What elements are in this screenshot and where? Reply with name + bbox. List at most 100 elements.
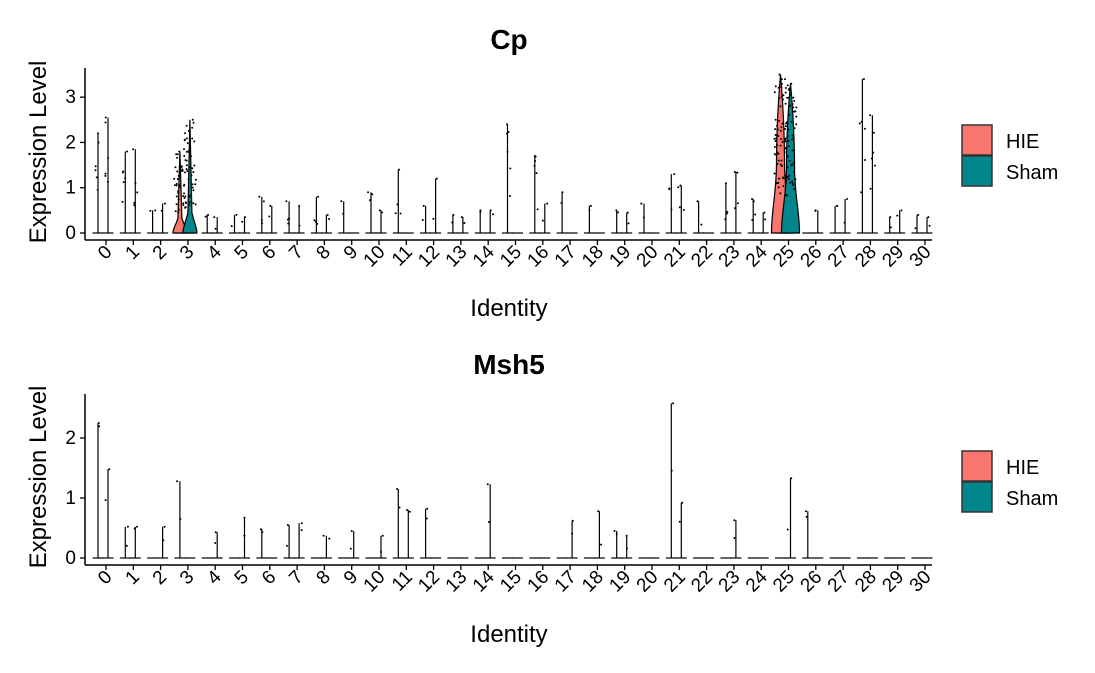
x-tick-label: 6 <box>258 242 280 264</box>
data-point <box>778 96 781 99</box>
data-point <box>777 152 780 155</box>
data-point <box>776 162 779 165</box>
x-tick-label: 12 <box>414 567 444 597</box>
x-tick-label: 13 <box>442 567 472 597</box>
data-point <box>836 204 839 207</box>
data-point <box>262 200 265 203</box>
data-point <box>627 222 630 225</box>
data-point <box>763 211 766 214</box>
data-point <box>785 121 788 124</box>
data-point <box>259 528 262 531</box>
data-point <box>774 85 777 88</box>
data-point <box>869 114 872 117</box>
x-tick-label: 5 <box>231 567 253 589</box>
data-point <box>784 91 787 94</box>
data-point <box>126 525 129 528</box>
x-tick-label: 1 <box>122 242 144 264</box>
x-tick-label: 11 <box>388 242 417 271</box>
data-point <box>214 531 217 534</box>
x-tick-label: 19 <box>605 242 635 272</box>
data-point <box>213 216 216 219</box>
data-point <box>492 213 495 216</box>
data-point <box>183 197 186 200</box>
data-point <box>781 140 784 143</box>
x-tick-label: 7 <box>285 567 307 589</box>
x-tick-label: 17 <box>551 567 581 597</box>
data-point <box>260 218 263 221</box>
data-point <box>792 96 795 99</box>
data-point <box>286 218 289 221</box>
data-point <box>642 216 645 219</box>
data-point <box>724 182 727 185</box>
data-point <box>534 159 537 162</box>
data-point <box>182 203 185 206</box>
data-point <box>135 525 138 528</box>
data-point <box>193 164 196 167</box>
data-point <box>132 148 135 151</box>
data-point <box>858 122 861 125</box>
data-point <box>243 516 246 519</box>
data-point <box>736 171 739 174</box>
data-point <box>790 82 793 85</box>
data-point <box>451 221 454 224</box>
data-point <box>173 177 176 180</box>
data-point <box>787 88 790 91</box>
data-point <box>178 184 181 187</box>
data-point <box>104 116 107 119</box>
data-point <box>804 510 807 513</box>
data-point <box>787 177 790 180</box>
data-point <box>179 517 182 520</box>
data-point <box>784 127 787 130</box>
data-point <box>463 222 466 225</box>
data-point <box>670 469 673 472</box>
data-point <box>764 218 767 221</box>
data-point <box>192 189 195 192</box>
data-point <box>696 200 699 203</box>
data-point <box>178 175 181 178</box>
x-tick-label: 3 <box>176 242 198 264</box>
data-point <box>541 219 544 222</box>
data-point <box>793 127 796 130</box>
data-point <box>178 150 181 153</box>
data-point <box>805 515 808 518</box>
data-point <box>286 524 289 526</box>
data-point <box>775 137 778 140</box>
x-tick-label: 23 <box>715 242 745 272</box>
data-point <box>733 207 736 210</box>
data-point <box>779 129 782 132</box>
data-point <box>183 192 186 195</box>
data-point <box>784 102 787 105</box>
data-point <box>136 191 139 194</box>
data-point <box>736 202 739 205</box>
data-point <box>230 225 233 228</box>
data-point <box>342 212 345 215</box>
data-point <box>788 159 791 162</box>
x-tick-label: 10 <box>360 567 390 597</box>
data-point <box>408 510 411 513</box>
data-point <box>380 211 383 214</box>
data-point <box>192 171 195 174</box>
data-point <box>258 195 261 198</box>
data-point <box>795 123 798 126</box>
data-point <box>787 155 790 158</box>
data-point <box>782 185 785 188</box>
data-point <box>479 209 482 212</box>
x-tick-label: 25 <box>769 242 799 272</box>
data-point <box>509 167 512 170</box>
data-point <box>177 191 180 194</box>
data-point <box>160 209 163 212</box>
data-point <box>773 91 776 94</box>
data-point <box>864 159 867 162</box>
x-tick-label: 24 <box>742 241 772 271</box>
y-axis-title: Expression Level <box>25 61 52 244</box>
x-axis-title: Identity <box>470 621 547 648</box>
data-point <box>287 222 290 225</box>
data-point <box>589 204 592 207</box>
data-point <box>192 202 195 205</box>
legend-swatch-sham <box>961 481 993 513</box>
data-point <box>176 156 179 159</box>
data-point <box>369 199 372 202</box>
